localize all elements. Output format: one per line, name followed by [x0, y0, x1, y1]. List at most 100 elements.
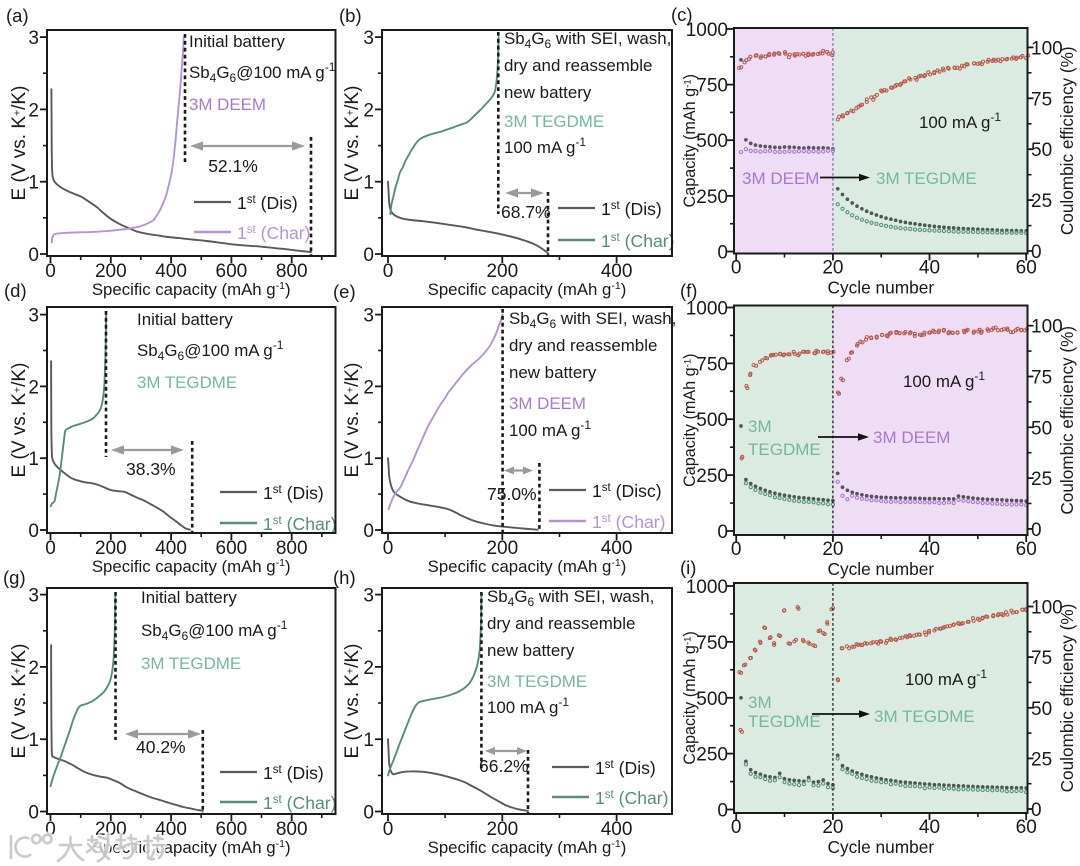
svg-text:50: 50: [1031, 418, 1052, 439]
svg-text:200: 200: [95, 261, 127, 282]
svg-text:1: 1: [363, 730, 374, 751]
svg-text:0: 0: [28, 803, 39, 824]
svg-text:(f): (f): [680, 280, 697, 301]
svg-text:1st (Char): 1st (Char): [592, 512, 666, 532]
svg-text:600: 600: [216, 538, 248, 559]
svg-text:75: 75: [1031, 89, 1052, 110]
svg-text:0: 0: [363, 245, 374, 266]
svg-text:400: 400: [155, 261, 187, 282]
svg-text:52.1%: 52.1%: [208, 156, 258, 176]
svg-text:TEGDME: TEGDME: [748, 712, 821, 731]
svg-text:0: 0: [28, 521, 39, 542]
svg-text:3M TEGDME: 3M TEGDME: [504, 112, 604, 131]
svg-text:(d): (d): [4, 280, 27, 301]
svg-text:3M: 3M: [748, 693, 772, 712]
svg-text:TEGDME: TEGDME: [748, 440, 821, 459]
svg-text:1st (Dis): 1st (Dis): [601, 199, 662, 219]
svg-text:40: 40: [919, 539, 940, 560]
svg-text:100 mA g-1: 100 mA g-1: [509, 418, 591, 440]
svg-text:Cycle number: Cycle number: [827, 837, 934, 857]
svg-text:(b): (b): [339, 5, 362, 26]
svg-text:25: 25: [1031, 469, 1052, 490]
svg-text:2: 2: [28, 100, 39, 121]
svg-text:750: 750: [696, 633, 728, 654]
svg-text:3M DEEM: 3M DEEM: [189, 95, 266, 114]
svg-text:0: 0: [383, 261, 394, 282]
svg-text:1st (Char): 1st (Char): [601, 231, 675, 251]
svg-text:E (V vs. K+/K): E (V vs. K+/K): [342, 363, 363, 478]
svg-text:40: 40: [919, 258, 940, 279]
svg-text:Initial battery: Initial battery: [137, 310, 233, 329]
svg-text:Specific capacity (mAh g-1): Specific capacity (mAh g-1): [92, 280, 291, 299]
svg-text:Cycle number: Cycle number: [827, 559, 934, 579]
svg-text:3M TEGDME: 3M TEGDME: [876, 169, 977, 188]
svg-text:3M DEEM: 3M DEEM: [509, 394, 586, 413]
svg-text:800: 800: [276, 261, 308, 282]
svg-text:2: 2: [363, 658, 374, 679]
svg-text:0: 0: [731, 817, 742, 838]
svg-text:E (V vs. K+/K): E (V vs. K+/K): [9, 86, 30, 201]
svg-text:3M TEGDME: 3M TEGDME: [141, 654, 241, 673]
svg-text:200: 200: [486, 819, 518, 840]
svg-text:1000: 1000: [686, 299, 728, 320]
svg-text:3M TEGDME: 3M TEGDME: [874, 707, 975, 726]
svg-text:(h): (h): [333, 567, 356, 588]
svg-text:500: 500: [696, 689, 728, 710]
svg-text:dry and reassemble: dry and reassemble: [487, 614, 635, 633]
svg-text:1: 1: [363, 449, 374, 470]
svg-text:3M DEEM: 3M DEEM: [873, 428, 950, 447]
svg-text:50: 50: [1031, 699, 1052, 720]
svg-text:2: 2: [28, 377, 39, 398]
svg-text:Initial battery: Initial battery: [189, 32, 285, 51]
svg-text:0: 0: [28, 245, 39, 266]
svg-text:100: 100: [1031, 598, 1063, 619]
svg-text:250: 250: [696, 187, 728, 208]
svg-text:E (V vs. K+/K): E (V vs. K+/K): [9, 363, 30, 478]
svg-text:3: 3: [363, 28, 374, 49]
svg-text:0: 0: [731, 258, 742, 279]
svg-text:3: 3: [363, 306, 374, 327]
svg-text:400: 400: [601, 538, 633, 559]
svg-text:75: 75: [1031, 648, 1052, 669]
svg-text:100: 100: [1031, 38, 1063, 59]
svg-text:40.2%: 40.2%: [136, 737, 186, 757]
svg-text:3M DEEM: 3M DEEM: [742, 169, 819, 188]
svg-text:400: 400: [601, 261, 633, 282]
svg-text:800: 800: [276, 819, 308, 840]
svg-text:100 mA g-1: 100 mA g-1: [903, 369, 985, 391]
svg-text:0: 0: [1031, 800, 1042, 821]
svg-text:dry and reassemble: dry and reassemble: [504, 56, 652, 75]
svg-text:new battery: new battery: [509, 363, 597, 382]
svg-text:600: 600: [216, 261, 248, 282]
svg-text:0: 0: [45, 261, 56, 282]
svg-text:0: 0: [383, 819, 394, 840]
svg-text:(c): (c): [671, 4, 693, 25]
svg-text:0: 0: [383, 538, 394, 559]
svg-text:3M TEGDME: 3M TEGDME: [487, 672, 587, 691]
svg-text:Specific capacity (mAh g-1): Specific capacity (mAh g-1): [428, 280, 627, 299]
svg-text:0: 0: [363, 803, 374, 824]
svg-text:Coulombic efficiency (%): Coulombic efficiency (%): [1057, 326, 1077, 515]
svg-text:Specific capacity (mAh g-1): Specific capacity (mAh g-1): [428, 838, 627, 857]
svg-text:20: 20: [822, 258, 843, 279]
svg-text:60: 60: [1016, 258, 1037, 279]
svg-text:100 mA g-1: 100 mA g-1: [919, 110, 1001, 132]
svg-text:60: 60: [1016, 817, 1037, 838]
svg-text:20: 20: [822, 539, 843, 560]
svg-text:Specific capacity (mAh g-1): Specific capacity (mAh g-1): [92, 557, 291, 576]
svg-text:2: 2: [363, 100, 374, 121]
svg-text:1: 1: [28, 730, 39, 751]
svg-text:100 mA g-1: 100 mA g-1: [504, 135, 586, 157]
svg-text:Sb4G6@100 mA g-1: Sb4G6@100 mA g-1: [137, 338, 284, 363]
svg-text:1: 1: [28, 173, 39, 194]
svg-text:3M: 3M: [748, 417, 772, 436]
svg-text:3: 3: [28, 306, 39, 327]
svg-text:750: 750: [696, 76, 728, 97]
svg-text:(i): (i): [680, 557, 696, 578]
svg-text:Cycle number: Cycle number: [827, 278, 934, 298]
svg-text:1st (Char): 1st (Char): [263, 514, 337, 534]
svg-text:Capacity (mAh g-1): Capacity (mAh g-1): [681, 631, 699, 765]
svg-text:1st (Dis): 1st (Dis): [237, 193, 298, 213]
svg-text:50: 50: [1031, 140, 1052, 161]
svg-text:1000: 1000: [686, 20, 728, 41]
